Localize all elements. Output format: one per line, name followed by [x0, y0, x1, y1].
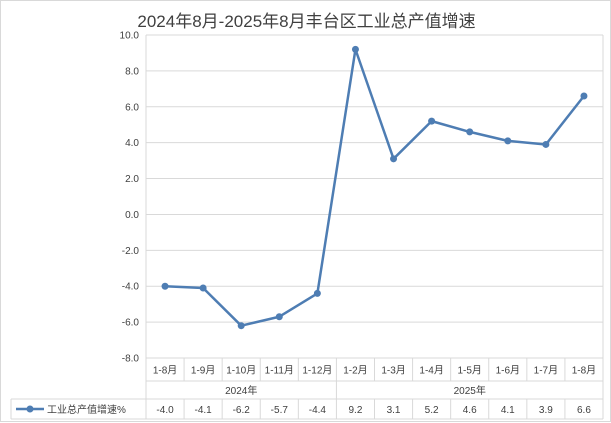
x-group-label: 2024年 [225, 384, 257, 397]
data-table-value: 9.2 [349, 405, 363, 416]
data-table-value: 4.1 [501, 405, 515, 416]
data-table-value: 3.9 [539, 405, 553, 416]
x-category-label: 1-5月 [457, 365, 481, 377]
data-point [351, 45, 359, 53]
data-point [466, 128, 474, 136]
legend-label: 工业总产值增速% [47, 403, 126, 416]
x-category-label: 1-9月 [191, 365, 215, 377]
data-table-value: -4.0 [156, 405, 174, 416]
data-point [542, 140, 550, 148]
x-category-label: 1-6月 [496, 365, 520, 377]
x-category-label: 1-7月 [534, 365, 558, 377]
y-tick-label: 8.0 [125, 66, 139, 77]
y-tick-label: 4.0 [125, 138, 139, 149]
y-tick-label: 6.0 [125, 102, 139, 113]
y-tick-label: -2.0 [122, 246, 140, 257]
data-point [275, 313, 283, 321]
x-category-label: 1-2月 [343, 365, 367, 377]
data-point [428, 117, 436, 125]
series-line [164, 48, 585, 327]
x-category-label: 1-10月 [226, 365, 256, 377]
x-category-label: 1-3月 [381, 365, 405, 377]
data-table-value: -4.4 [309, 405, 327, 416]
chart-title: 2024年8月-2025年8月丰台区工业总产值增速 [137, 12, 476, 31]
y-tick-label: -6.0 [122, 318, 140, 329]
data-point [390, 155, 398, 163]
data-table-value: -4.1 [195, 405, 213, 416]
data-table-value: 5.2 [425, 405, 439, 416]
data-table-value: -6.2 [233, 405, 251, 416]
data-point [313, 289, 321, 297]
legend-marker [26, 405, 34, 413]
data-table-value: -5.7 [271, 405, 289, 416]
x-category-label: 1-11月 [265, 365, 294, 377]
data-point [504, 137, 512, 145]
y-tick-label: -8.0 [122, 354, 140, 365]
data-point [161, 282, 169, 290]
data-point [199, 284, 207, 292]
x-category-label: 1-4月 [419, 365, 443, 377]
y-tick-label: 10.0 [120, 31, 140, 42]
y-tick-label: 0.0 [125, 210, 139, 221]
x-category-label: 1-8月 [153, 365, 177, 377]
x-category-label: 1-12月 [302, 365, 332, 377]
x-group-label: 2025年 [454, 384, 486, 397]
y-tick-label: 2.0 [125, 174, 139, 185]
x-category-label: 1-8月 [572, 365, 596, 377]
y-tick-label: -4.0 [122, 282, 140, 293]
data-point [580, 92, 588, 100]
data-point [237, 322, 245, 330]
data-table-value: 4.6 [463, 405, 477, 416]
data-table-value: 3.1 [387, 405, 401, 416]
data-table-value: 6.6 [577, 405, 591, 416]
